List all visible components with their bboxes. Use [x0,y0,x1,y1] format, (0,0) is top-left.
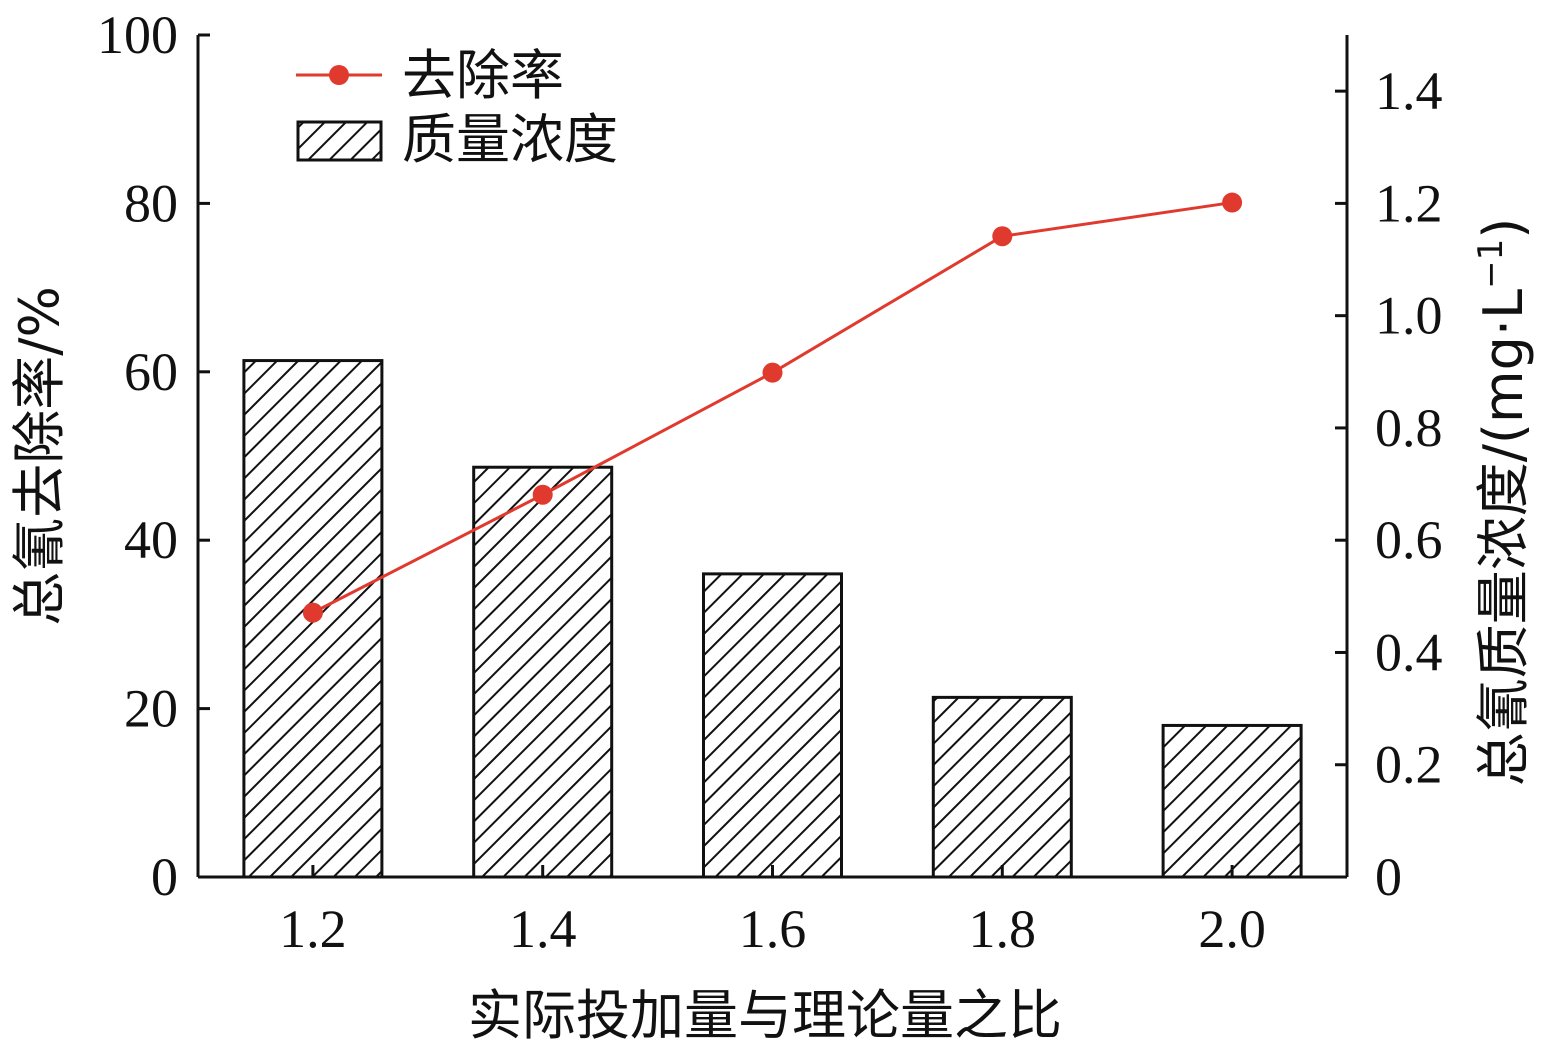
x-tick-label: 1.8 [969,899,1037,959]
right-axis-ticks: 0 0.2 0.4 0.6 0.8 1.0 1.2 1.4 [1335,61,1443,907]
x-tick-label: 1.2 [279,899,347,959]
series-line [312,201,1233,614]
left-tick-label: 60 [124,342,178,402]
right-tick-label: 1.0 [1375,286,1443,346]
legend-label-line: 去除率 [402,44,564,107]
left-tick-label: 0 [151,847,178,907]
x-axis-title: 实际投加量与理论量之比 [468,984,1062,1044]
x-tick-label: 1.4 [509,899,577,959]
right-tick-label: 1.2 [1375,173,1443,233]
legend-line-marker [329,65,349,85]
legend: 去除率 质量浓度 [296,44,618,171]
right-axis-title-end: ) [1472,218,1535,239]
bar [931,695,1073,879]
line-point [992,226,1013,247]
legend-bar-swatch [296,120,383,162]
right-tick-label: 1.4 [1375,61,1443,121]
x-tick-label: 2.0 [1198,899,1266,959]
left-tick-label: 80 [124,173,178,233]
bar [1161,723,1303,879]
bar [472,465,614,879]
right-tick-label: 0 [1375,847,1402,907]
right-tick-label: 0.8 [1375,398,1443,458]
right-axis-title-main: 总氰质量浓度/(mg·L [1472,289,1535,786]
x-axis-ticks: 1.2 1.4 1.6 1.8 2.0 [279,865,1266,959]
right-axis-title-sup: −1 [1471,239,1511,289]
line-point [302,602,323,623]
left-axis-ticks: 0 20 40 60 80 100 [97,5,210,907]
right-tick-label: 0.6 [1375,510,1443,570]
x-tick-label: 1.6 [739,899,807,959]
right-tick-label: 0.2 [1375,735,1443,795]
right-axis-title: 总氰质量浓度/(mg·L−1) [1471,218,1535,787]
bar-series [242,359,1303,879]
legend-label-bar: 质量浓度 [402,108,618,171]
right-tick-label: 0.4 [1375,622,1443,682]
left-tick-label: 20 [124,679,178,739]
line-point [532,484,553,505]
left-axis-title: 总氰去除率/% [8,286,71,626]
bar [702,572,843,879]
line-series [302,192,1243,623]
left-tick-label: 40 [124,510,178,570]
line-point [1222,192,1243,213]
left-tick-label: 100 [97,5,178,65]
line-point [762,362,783,383]
